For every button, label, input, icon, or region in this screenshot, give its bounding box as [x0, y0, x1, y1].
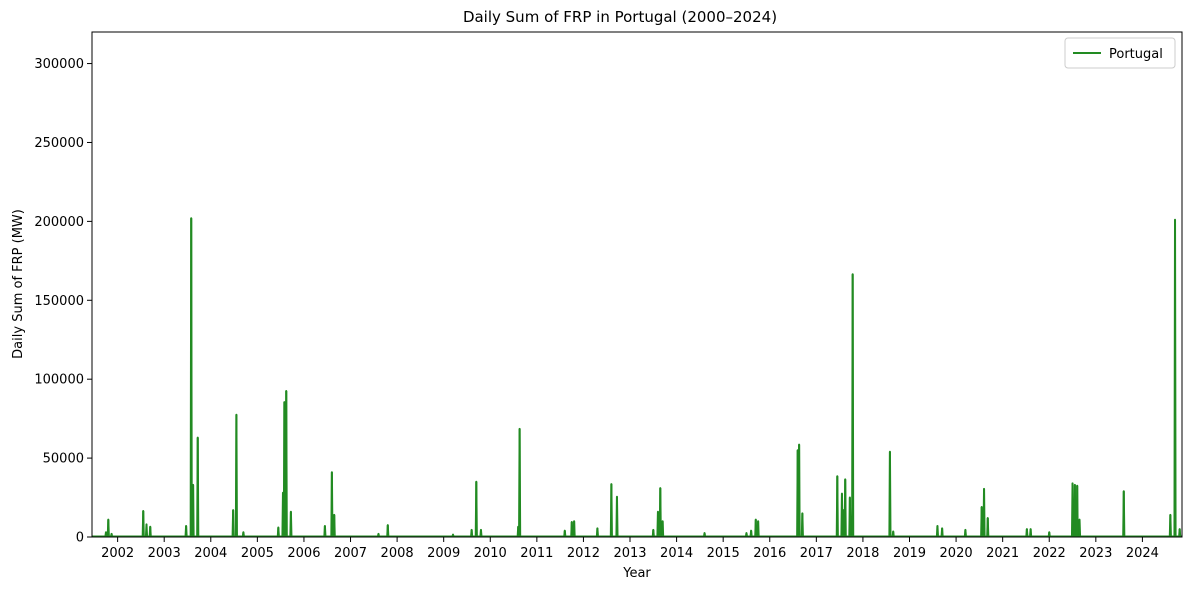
x-axis-ticks: 2002 2003 2004 2005 2006 2007 2008 2009 2010 2011… [101, 537, 1159, 561]
x-tick-label: 2006 [287, 546, 320, 561]
x-tick-label: 2017 [800, 546, 833, 561]
y-tick-label: 50000 [43, 452, 84, 467]
plot-frame [91, 31, 1183, 538]
legend: Portugal [1064, 37, 1176, 69]
x-tick-label: 2013 [613, 546, 646, 561]
x-tick-label: 2019 [893, 546, 926, 561]
x-tick-label: 2016 [753, 546, 786, 561]
x-tick-label: 2009 [427, 546, 460, 561]
y-axis-ticks: 0 50000 100000 150000 200000 250000 300000 [34, 57, 92, 546]
y-tick-label: 150000 [34, 294, 84, 309]
x-tick-label: 2012 [567, 546, 600, 561]
x-tick-label: 2011 [520, 546, 553, 561]
x-tick-label: 2008 [381, 546, 414, 561]
legend-label-portugal: Portugal [1109, 47, 1163, 62]
y-tick-label: 0 [76, 531, 84, 546]
x-tick-label: 2002 [101, 546, 134, 561]
x-tick-label: 2023 [1079, 546, 1112, 561]
x-tick-label: 2018 [846, 546, 879, 561]
x-tick-label: 2022 [1033, 546, 1066, 561]
x-tick-label: 2014 [660, 546, 693, 561]
x-tick-label: 2003 [148, 546, 181, 561]
y-tick-label: 250000 [34, 136, 84, 151]
y-tick-label: 300000 [34, 57, 84, 72]
x-tick-label: 2010 [474, 546, 507, 561]
chart-title: Daily Sum of FRP in Portugal (2000–2024) [463, 8, 777, 26]
x-tick-label: 2024 [1126, 546, 1159, 561]
x-tick-label: 2021 [986, 546, 1019, 561]
y-axis-label: Daily Sum of FRP (MW) [11, 209, 26, 359]
y-tick-label: 200000 [34, 215, 84, 230]
legend-box [1064, 37, 1176, 69]
x-tick-label: 2005 [241, 546, 274, 561]
y-tick-label: 100000 [34, 373, 84, 388]
x-tick-label: 2004 [194, 546, 227, 561]
x-tick-label: 2015 [707, 546, 740, 561]
x-tick-label: 2020 [940, 546, 973, 561]
x-tick-label: 2007 [334, 546, 367, 561]
x-axis-label: Year [622, 566, 651, 581]
